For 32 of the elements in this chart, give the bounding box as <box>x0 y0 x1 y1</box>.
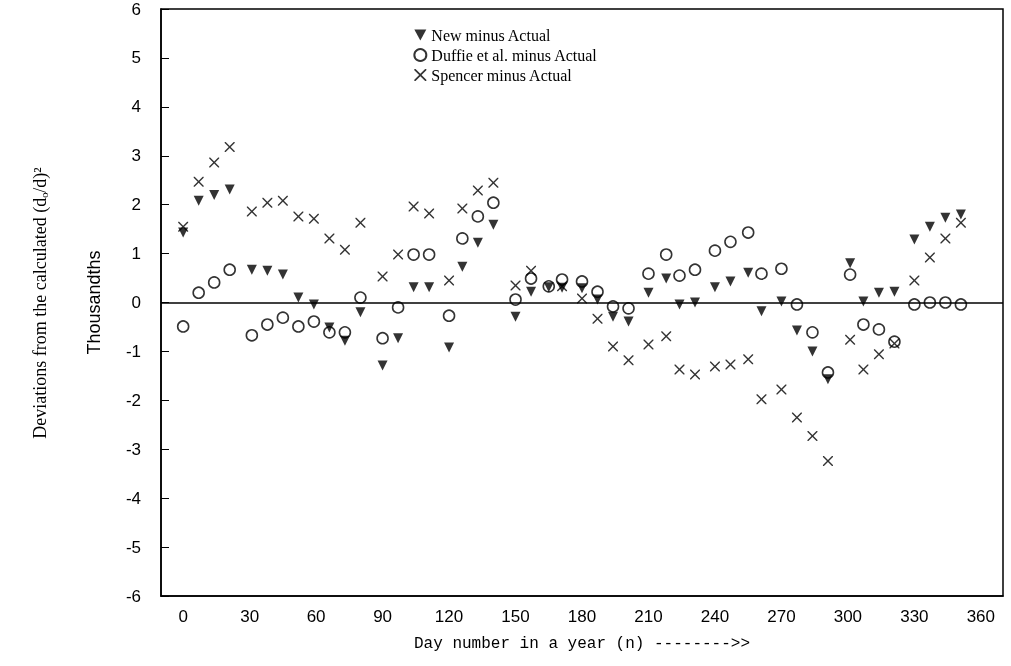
x-tick-label: 120 <box>434 607 464 626</box>
y-tick-label: 5 <box>131 48 141 68</box>
y-tick-label: 1 <box>131 244 141 264</box>
legend-label: Spencer minus Actual <box>431 66 573 85</box>
x-axis-title: Day number in a year (n) -------->> <box>413 635 751 653</box>
x-tick-label: 270 <box>767 607 796 626</box>
y-tick-label: 3 <box>131 146 141 166</box>
y-tick-label: -1 <box>125 341 141 361</box>
x-tick-label: 0 <box>178 607 188 626</box>
y-tick-label: 4 <box>131 97 141 117</box>
x-tick-label: 300 <box>833 607 863 626</box>
x-tick-label: 150 <box>501 607 530 626</box>
y-tick-label: 2 <box>131 195 141 215</box>
x-tick-label: 60 <box>306 607 326 626</box>
x-tick-label: 90 <box>373 607 393 626</box>
x-tick-label: 30 <box>240 607 260 626</box>
y-tick-label: -5 <box>125 537 141 557</box>
x-tick-label: 330 <box>900 607 929 626</box>
y-axis-title: Thousandths <box>84 250 104 355</box>
y-tick-label: -3 <box>125 439 141 459</box>
x-tick-label: 210 <box>634 607 663 626</box>
y-tick-label: -6 <box>125 586 141 606</box>
legend-label: Duffie et al. minus Actual <box>431 46 598 64</box>
text: Deviations from the calculated (dₒ/d)² <box>30 167 51 439</box>
y-tick-label: 0 <box>131 293 141 312</box>
x-tick-label: 240 <box>700 607 730 626</box>
x-tick-label: 180 <box>567 607 597 626</box>
legend-label: New minus Actual <box>431 26 551 44</box>
y-tick-label: 6 <box>131 0 141 19</box>
y-tick-label: -4 <box>125 488 141 508</box>
x-tick-label: 360 <box>966 607 996 626</box>
y-tick-label: -2 <box>125 390 141 410</box>
